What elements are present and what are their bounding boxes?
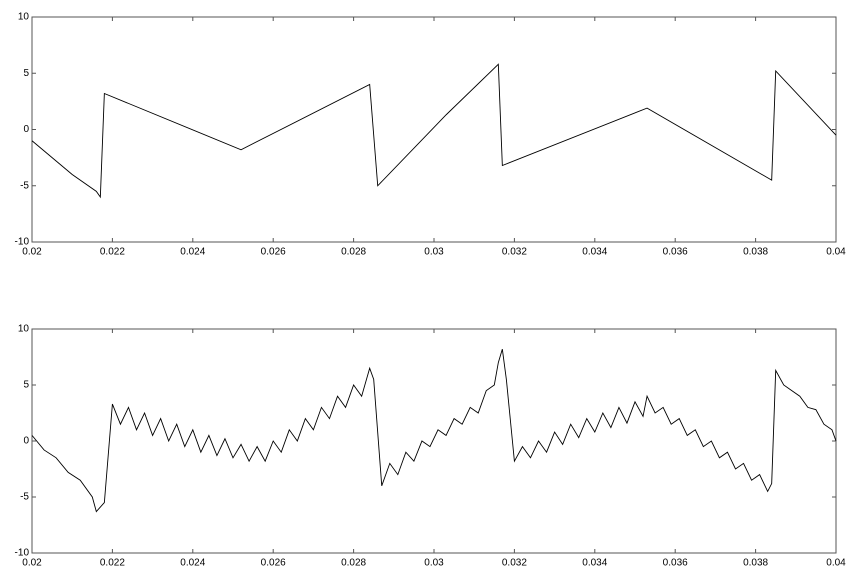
x-tick-label: 0.03 bbox=[424, 558, 444, 569]
y-tick-label: 5 bbox=[23, 68, 29, 79]
plot: 0.02 0.022 0.024 0.026 0.028 0.03 0.032 0.034 0.… bbox=[15, 12, 847, 258]
y-tick-label: -5 bbox=[20, 180, 29, 191]
x-tick-label: 0.032 bbox=[502, 247, 527, 258]
x-tick-label: 0.02 bbox=[22, 247, 42, 258]
plot: 0.02 0.022 0.024 0.026 0.028 0.03 0.032 0.034 0.… bbox=[15, 324, 847, 569]
x-tick-label: 0.03 bbox=[424, 247, 444, 258]
x-tick-label: 0.028 bbox=[341, 247, 366, 258]
y-tick-label: 10 bbox=[18, 12, 30, 23]
series-line bbox=[31, 63, 837, 199]
x-tick-label: 0.04 bbox=[826, 247, 846, 258]
x-tick-label: 0.022 bbox=[100, 558, 125, 569]
plot-frame bbox=[31, 16, 837, 243]
y-tick-label: 0 bbox=[23, 436, 29, 447]
x-tick-label: 0.028 bbox=[341, 558, 366, 569]
y-tick-label: -5 bbox=[20, 492, 29, 503]
series-line bbox=[31, 349, 837, 513]
x-tick-label: 0.034 bbox=[582, 247, 607, 258]
x-tick-label: 0.038 bbox=[743, 558, 768, 569]
y-tick-label: -10 bbox=[15, 548, 30, 559]
plot-frame bbox=[31, 328, 837, 554]
x-tick-label: 0.026 bbox=[261, 247, 286, 258]
y-tick-label: -10 bbox=[15, 237, 30, 248]
x-tick-label: 0.04 bbox=[826, 558, 846, 569]
y-tick-label: 10 bbox=[18, 324, 30, 335]
x-tick-label: 0.022 bbox=[100, 247, 125, 258]
x-tick-label: 0.032 bbox=[502, 558, 527, 569]
x-tick-label: 0.036 bbox=[663, 558, 688, 569]
x-tick-label: 0.024 bbox=[180, 558, 205, 569]
x-tick-label: 0.02 bbox=[22, 558, 42, 569]
y-tick-label: 0 bbox=[23, 124, 29, 135]
x-tick-label: 0.038 bbox=[743, 247, 768, 258]
x-tick-label: 0.026 bbox=[261, 558, 286, 569]
x-tick-label: 0.024 bbox=[180, 247, 205, 258]
x-tick-label: 0.036 bbox=[663, 247, 688, 258]
y-tick-label: 5 bbox=[23, 380, 29, 391]
x-tick-label: 0.034 bbox=[582, 558, 607, 569]
